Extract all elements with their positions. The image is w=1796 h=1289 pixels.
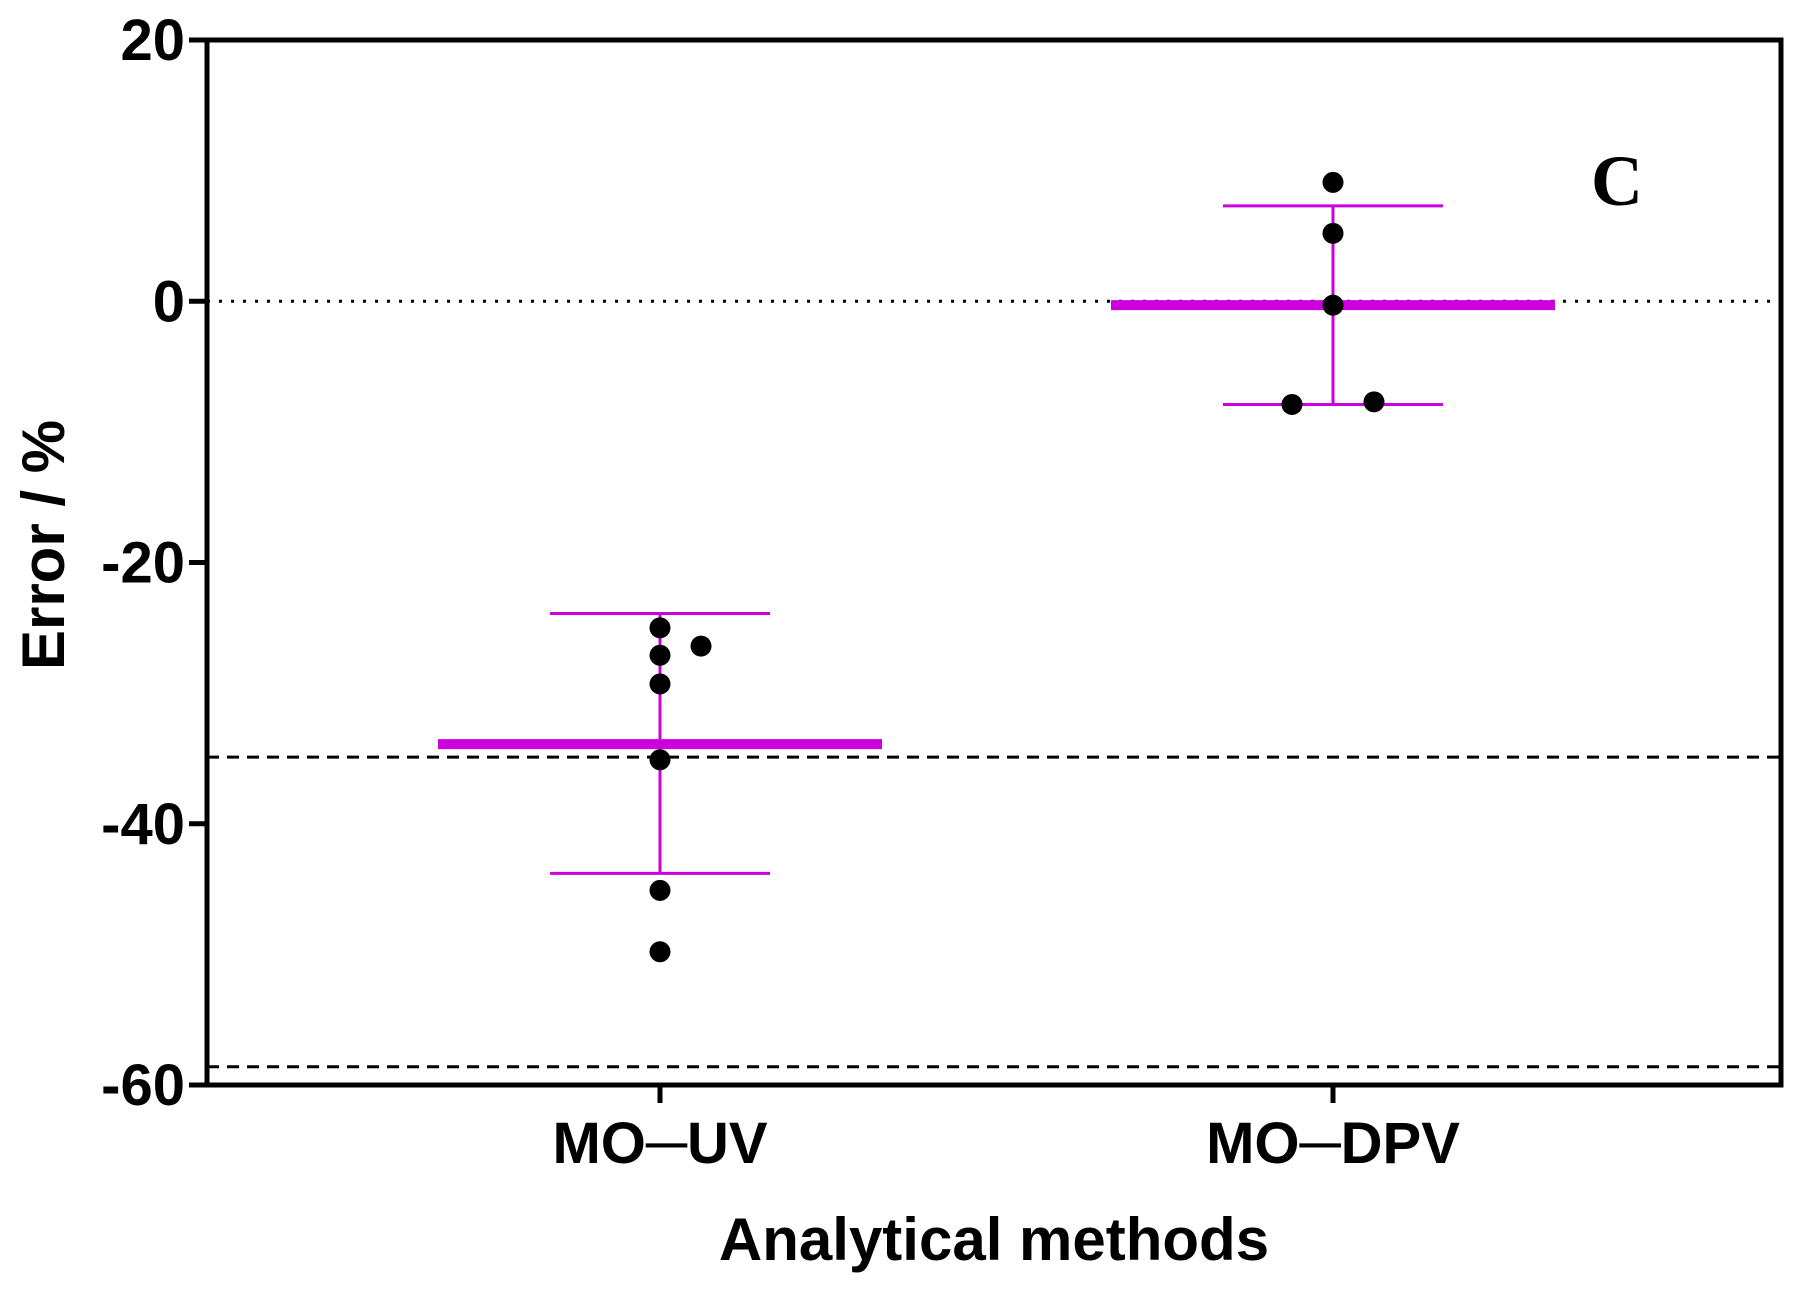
x-tick-label-0: MO─UV	[552, 1111, 767, 1176]
data-point-0-1	[690, 635, 712, 657]
data-point-1-3	[1363, 391, 1385, 413]
y-tick-label-2: -20	[101, 531, 185, 596]
y-tick-label-3: -40	[101, 792, 185, 857]
y-tick-label-4: -60	[101, 1053, 185, 1118]
data-point-0-3	[649, 673, 671, 695]
data-point-1-0	[1322, 171, 1344, 193]
data-point-0-0	[649, 617, 671, 639]
plot-layer	[207, 171, 1781, 1069]
axis-layer: 20 0 -20 -40 -60 MO─UV MO─DPV	[101, 8, 1460, 1176]
y-tick-label-1: 0	[153, 269, 185, 334]
data-point-0-2	[649, 644, 671, 666]
data-point-1-4	[1281, 393, 1303, 415]
panel-label: C	[1591, 141, 1643, 221]
y-axis-title: Error / %	[10, 420, 77, 670]
data-point-1-1	[1322, 222, 1344, 244]
data-point-1-2	[1322, 294, 1344, 316]
data-point-0-5	[649, 879, 671, 901]
y-tick-label-0: 20	[120, 8, 185, 73]
data-point-0-6	[649, 941, 671, 963]
x-axis-title: Analytical methods	[719, 1206, 1269, 1273]
plot-frame	[204, 37, 1784, 1088]
x-tick-label-1: MO─DPV	[1206, 1111, 1460, 1176]
data-point-0-4	[649, 749, 671, 771]
